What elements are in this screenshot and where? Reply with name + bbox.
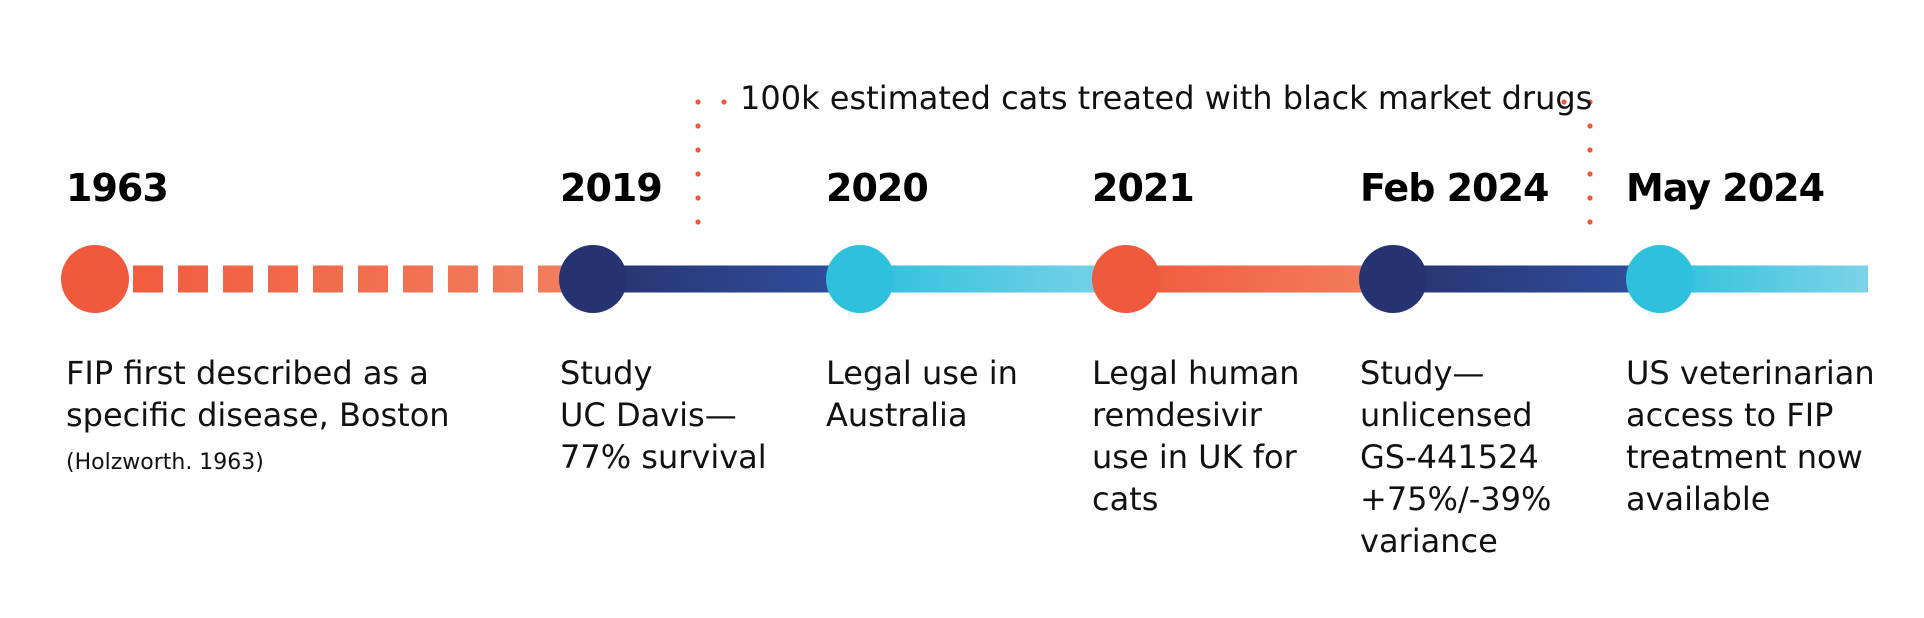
milestone-year-2020: 2020 xyxy=(826,166,929,210)
bracket-label: 100k estimated cats treated with black m… xyxy=(740,79,1593,117)
milestone-description-may-2024: US veterinarian access to FIP treatment … xyxy=(1626,354,1875,518)
dotted-bracket xyxy=(695,99,1593,225)
milestone-year-may-2024: May 2024 xyxy=(1626,166,1825,210)
timeline-segment xyxy=(1393,265,1660,293)
bracket-dot xyxy=(695,195,701,201)
bracket-dot xyxy=(695,219,701,225)
bracket-dot xyxy=(695,123,701,129)
bracket-dot xyxy=(695,147,701,153)
milestone-citation-1963: (Holzworth. 1963) xyxy=(66,450,264,475)
timeline-dash xyxy=(403,265,433,293)
milestone-description-2021: Legal human remdesivir use in UK for cat… xyxy=(1092,354,1300,518)
bracket-dot xyxy=(1587,219,1593,225)
bracket-dot xyxy=(1587,123,1593,129)
bracket-dot xyxy=(695,171,701,177)
timeline-dash xyxy=(448,265,478,293)
timeline-dash xyxy=(493,265,523,293)
milestone-year-feb-2024: Feb 2024 xyxy=(1360,166,1549,210)
timeline-node xyxy=(1626,245,1694,313)
milestone-year-2021: 2021 xyxy=(1092,166,1195,210)
timeline-dash xyxy=(133,265,163,293)
milestone-description-2020: Legal use in Australia xyxy=(826,354,1018,434)
bracket-dot xyxy=(1587,147,1593,153)
milestone-description-2019: Study UC Davis— 77% survival xyxy=(560,354,767,476)
milestone-description-feb-2024: Study— unlicensed GS-441524 +75%/-39% va… xyxy=(1360,354,1552,560)
milestone-description-1963: FIP first described as a specific diseas… xyxy=(66,354,450,434)
milestone-year-1963: 1963 xyxy=(66,166,169,210)
timeline-node xyxy=(826,245,894,313)
timeline-nodes xyxy=(61,245,1694,313)
bracket-dot xyxy=(1587,99,1593,105)
timeline-node xyxy=(1359,245,1427,313)
milestone-year-2019: 2019 xyxy=(560,166,663,210)
bracket-dot xyxy=(1561,99,1567,105)
timeline-dash xyxy=(223,265,253,293)
timeline-segment xyxy=(860,265,1126,293)
bracket-dot xyxy=(1587,195,1593,201)
timeline-dash xyxy=(178,265,208,293)
timeline-node xyxy=(559,245,627,313)
bracket-dot xyxy=(721,99,727,105)
timeline-node xyxy=(1092,245,1160,313)
timeline-segment xyxy=(593,265,860,293)
bracket-dot xyxy=(1587,171,1593,177)
timeline-node xyxy=(61,245,129,313)
timeline-segments xyxy=(133,265,1868,293)
timeline-dash xyxy=(358,265,388,293)
timeline-dash xyxy=(313,265,343,293)
timeline-segment xyxy=(1126,265,1393,293)
timeline-dash xyxy=(268,265,298,293)
bracket-dot xyxy=(695,99,701,105)
timeline-segment xyxy=(1660,265,1868,293)
